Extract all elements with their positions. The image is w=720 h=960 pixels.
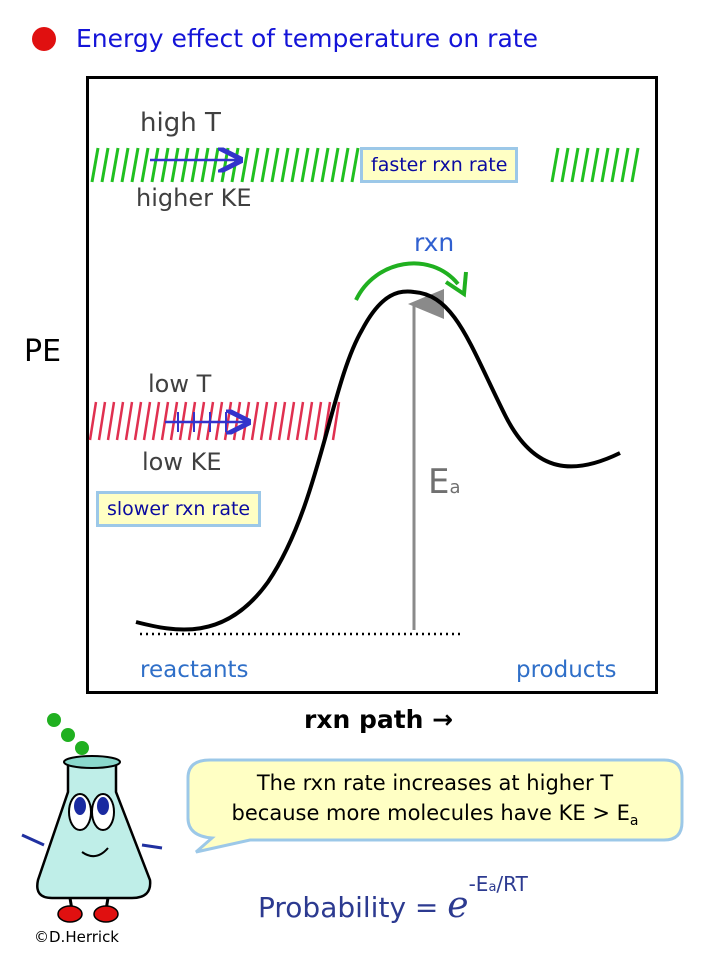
higher-kinetic-energy-label: higher KE [136,184,252,212]
hatch-stroke [277,401,287,441]
rxn-arrow [354,261,460,301]
callout-text: The rxn rate increases at higher T becau… [200,768,670,836]
hatch-stroke [150,147,160,183]
low-temperature-label: low T [148,370,212,398]
hatch-stroke [115,401,125,441]
ea-subscript: a [449,477,461,498]
hatch-stroke [170,147,180,183]
hatch-stroke [300,147,310,183]
callout-line-1: The rxn rate increases at higher T [256,771,614,795]
activation-energy-label: Ea [428,462,461,502]
callout-line-2: because more molecules have KE > Ea [200,798,670,836]
reactants-label: reactants [140,657,249,683]
hatch-stroke [259,401,269,441]
high-energy-band [90,147,640,183]
ea-main: E [428,462,450,502]
hatch-stroke [260,147,270,183]
formula-lhs: Probability = [258,891,448,924]
hatch-stroke [270,147,280,183]
hatch-stroke [630,147,640,183]
hatch-stroke [88,401,98,441]
rxn-arrow-head [444,271,468,298]
hatch-stroke [286,401,296,441]
faster-rate-box: faster rxn rate [360,147,519,183]
high-temperature-label: high T [140,108,221,138]
hatch-stroke [350,147,360,183]
hatch-stroke [240,147,250,183]
probability-formula: Probability = e-Ea/RT [258,872,528,926]
diagram-frame [86,76,658,694]
hatch-stroke [110,147,120,183]
callout-line-2-sub: a [629,813,639,830]
hatch-stroke [230,147,240,183]
hatch-stroke [331,401,341,441]
hatch-stroke [570,147,580,183]
hatch-stroke [310,147,320,183]
hatch-stroke [560,147,570,183]
hatch-stroke [580,147,590,183]
hatch-stroke [142,401,152,441]
low-kinetic-energy-label: low KE [142,448,222,476]
credit-text: ©D.Herrick [34,928,119,946]
hatch-stroke [313,401,323,441]
speech-bubble [186,758,684,854]
hatch-stroke [320,147,330,183]
hatch-stroke [200,147,210,183]
hatch-stroke [250,147,260,183]
formula-exponent: -Ea/RT [469,872,528,896]
hatch-stroke [210,147,220,183]
hatch-stroke [280,147,290,183]
low-energy-band [88,401,341,441]
hatch-stroke [590,147,600,183]
hatch-stroke [190,147,200,183]
hatch-stroke [151,401,161,441]
hatch-stroke [330,147,340,183]
hatch-stroke [290,147,300,183]
y-axis-label: PE [24,334,62,369]
hatch-stroke [106,401,116,441]
rxn-label: rxn [414,228,455,257]
hatch-stroke [90,147,100,183]
hatch-stroke [97,401,107,441]
slower-rate-box: slower rxn rate [96,491,262,527]
hatch-stroke [340,147,350,183]
flask-mascot-icon [21,713,163,923]
hatch-stroke [600,147,610,183]
hatch-stroke [250,401,260,441]
hatch-stroke [304,401,314,441]
hatch-stroke [100,147,110,183]
callout-line-2-text: because more molecules have KE > E [231,801,630,825]
energy-curve [135,289,621,632]
x-axis-label: rxn path → [304,705,454,734]
page-title: Energy effect of temperature on rate [76,24,538,53]
formula-exp-suffix: /RT [496,872,528,896]
formula-exp-sub: a [488,880,497,895]
hatch-stroke [120,147,130,183]
formula-exp-prefix: -E [468,872,489,896]
hatch-stroke [220,147,230,183]
hatch-stroke [268,401,278,441]
hatch-stroke [180,147,190,183]
hatch-stroke [620,147,630,183]
hatch-stroke [130,147,140,183]
hatch-stroke [295,401,305,441]
low-ke-arrow-ticks [177,412,227,432]
bullet-dot-icon [32,27,56,51]
hatch-stroke [133,401,143,441]
hatch-stroke [610,147,620,183]
formula-base: e [447,885,469,926]
hatch-stroke [550,147,560,183]
hatch-stroke [160,147,170,183]
hatch-stroke [140,147,150,183]
hatch-stroke [124,401,134,441]
products-label: products [516,657,617,683]
